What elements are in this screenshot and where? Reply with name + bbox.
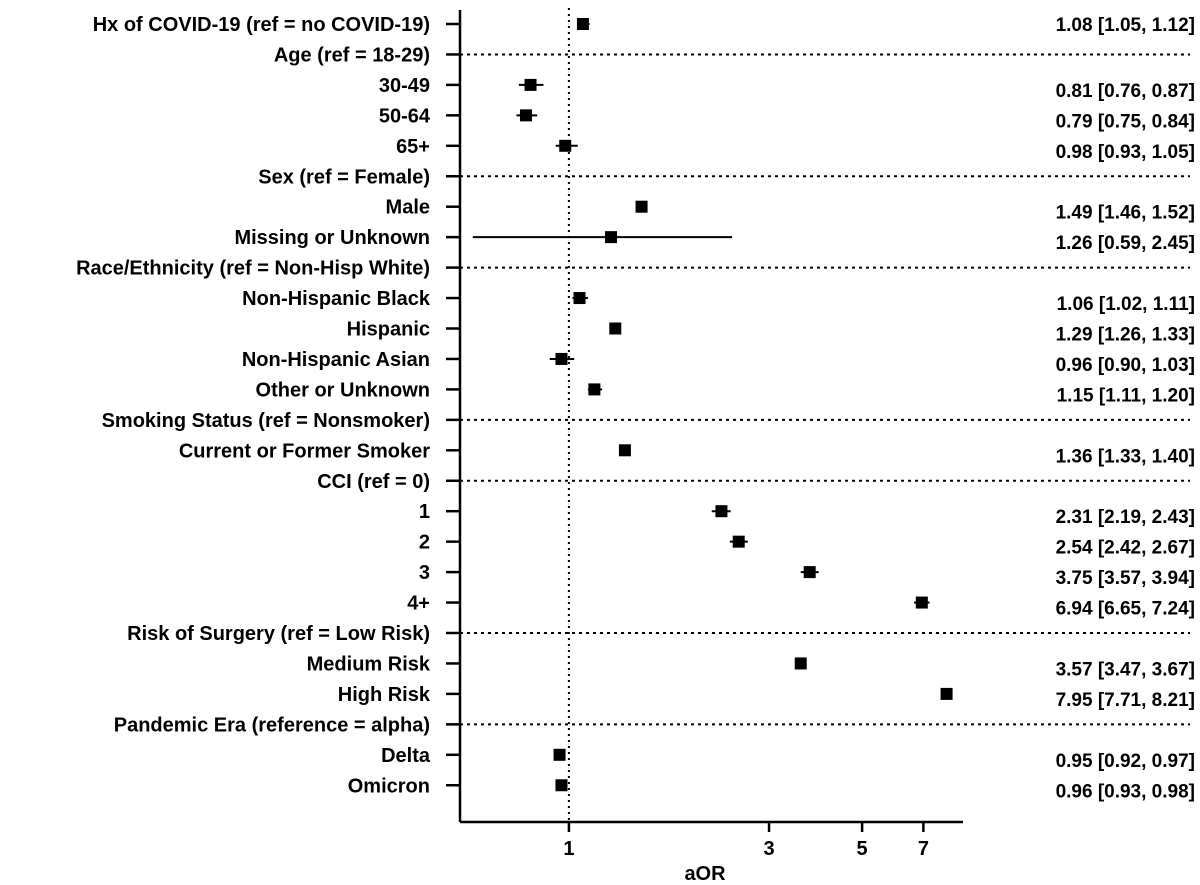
ci-value-text: 2.54 [2.42, 2.67] <box>1056 538 1195 559</box>
ci-value-text: 7.95 [7.71, 8.21] <box>1056 690 1195 711</box>
point-estimate <box>588 383 601 396</box>
ci-value-text: 1.06 [1.02, 1.11] <box>1057 294 1195 315</box>
ci-value-text: 0.79 [0.75, 0.84] <box>1056 111 1195 132</box>
ci-texts: 1.08 [1.05, 1.12] 0.81 [0.76, 0.87] 0.79 [… <box>1056 15 1195 802</box>
point-estimate <box>940 687 953 700</box>
row-label: Non-Hispanic Asian <box>242 349 430 371</box>
row-label: Missing or Unknown <box>234 227 430 249</box>
point-estimate <box>609 322 622 335</box>
row-label: Medium Risk <box>307 653 431 675</box>
ci-value-text: 0.98 [0.93, 1.05] <box>1056 142 1195 163</box>
point-estimate <box>524 78 537 91</box>
point-estimate <box>573 292 586 305</box>
group-header-label: CCI (ref = 0) <box>317 471 430 493</box>
row-label: 50-64 <box>379 105 431 127</box>
x-axis-title: aOR <box>684 863 726 885</box>
row-label: 65+ <box>396 136 430 158</box>
separator-lines <box>460 53 1190 726</box>
ci-value-text: 0.96 [0.93, 0.98] <box>1056 781 1195 802</box>
point-estimate <box>715 505 728 518</box>
estimate-marks <box>472 18 953 792</box>
point-estimate <box>618 444 631 457</box>
x-axis: 1 3 5 7 <box>446 10 963 860</box>
row-label: Hispanic <box>347 319 430 341</box>
ci-value-text: 3.57 [3.47, 3.67] <box>1056 659 1195 680</box>
point-estimate <box>732 535 745 548</box>
row-label: 4+ <box>407 593 430 615</box>
point-estimate <box>553 748 566 761</box>
row-label: Other or Unknown <box>256 379 430 401</box>
ci-value-text: 6.94 [6.65, 7.24] <box>1056 599 1195 620</box>
row-label: 3 <box>419 562 430 584</box>
row-label: Non-Hispanic Black <box>242 288 431 310</box>
ci-value-text: 1.49 [1.46, 1.52] <box>1056 203 1195 224</box>
group-header-label: Race/Ethnicity (ref = Non-Hisp White) <box>76 258 430 280</box>
ci-value-text: 1.36 [1.33, 1.40] <box>1056 446 1195 467</box>
point-estimate <box>915 596 928 609</box>
x-tick-label: 3 <box>763 838 774 860</box>
point-estimate <box>635 200 648 213</box>
ci-value-text: 0.95 [0.92, 0.97] <box>1056 751 1195 772</box>
row-label: Omicron <box>348 775 430 797</box>
row-label: Hx of COVID-19 (ref = no COVID-19) <box>93 14 430 36</box>
point-estimate <box>605 231 618 244</box>
group-header-label: Risk of Surgery (ref = Low Risk) <box>127 623 430 645</box>
point-estimate <box>555 779 568 792</box>
ci-value-text: 0.96 [0.90, 1.03] <box>1056 355 1195 376</box>
ci-value-text: 0.81 [0.76, 0.87] <box>1056 81 1195 102</box>
x-tick-label: 5 <box>857 838 868 860</box>
row-labels: Hx of COVID-19 (ref = no COVID-19) Age (r… <box>76 14 431 797</box>
point-estimate <box>555 352 568 365</box>
ci-value-text: 1.29 [1.26, 1.33] <box>1056 325 1195 346</box>
row-label: 30-49 <box>379 75 430 97</box>
row-label: High Risk <box>338 684 431 706</box>
point-estimate <box>794 657 807 670</box>
ci-value-text: 1.15 [1.11, 1.20] <box>1057 385 1195 406</box>
group-header-label: Sex (ref = Female) <box>258 166 430 188</box>
point-estimate <box>559 139 572 152</box>
point-estimate <box>576 18 589 30</box>
point-estimate <box>519 109 532 122</box>
group-header-label: Age (ref = 18-29) <box>274 44 430 66</box>
x-tick-label: 7 <box>918 838 929 860</box>
row-label: 1 <box>419 501 430 523</box>
ci-value-text: 1.26 [0.59, 2.45] <box>1056 233 1195 254</box>
ci-value-text: 3.75 [3.57, 3.94] <box>1056 568 1195 589</box>
group-header-label: Pandemic Era (reference = alpha) <box>114 714 430 736</box>
row-label: Current or Former Smoker <box>179 440 430 462</box>
x-tick-label: 1 <box>563 838 574 860</box>
row-label: Delta <box>381 745 431 767</box>
point-estimate <box>803 566 816 579</box>
ci-value-text: 2.31 [2.19, 2.43] <box>1056 507 1195 528</box>
row-label: Male <box>386 197 430 219</box>
row-label: 2 <box>419 532 430 554</box>
ci-value-text: 1.08 [1.05, 1.12] <box>1056 15 1195 36</box>
group-header-label: Smoking Status (ref = Nonsmoker) <box>102 410 430 432</box>
